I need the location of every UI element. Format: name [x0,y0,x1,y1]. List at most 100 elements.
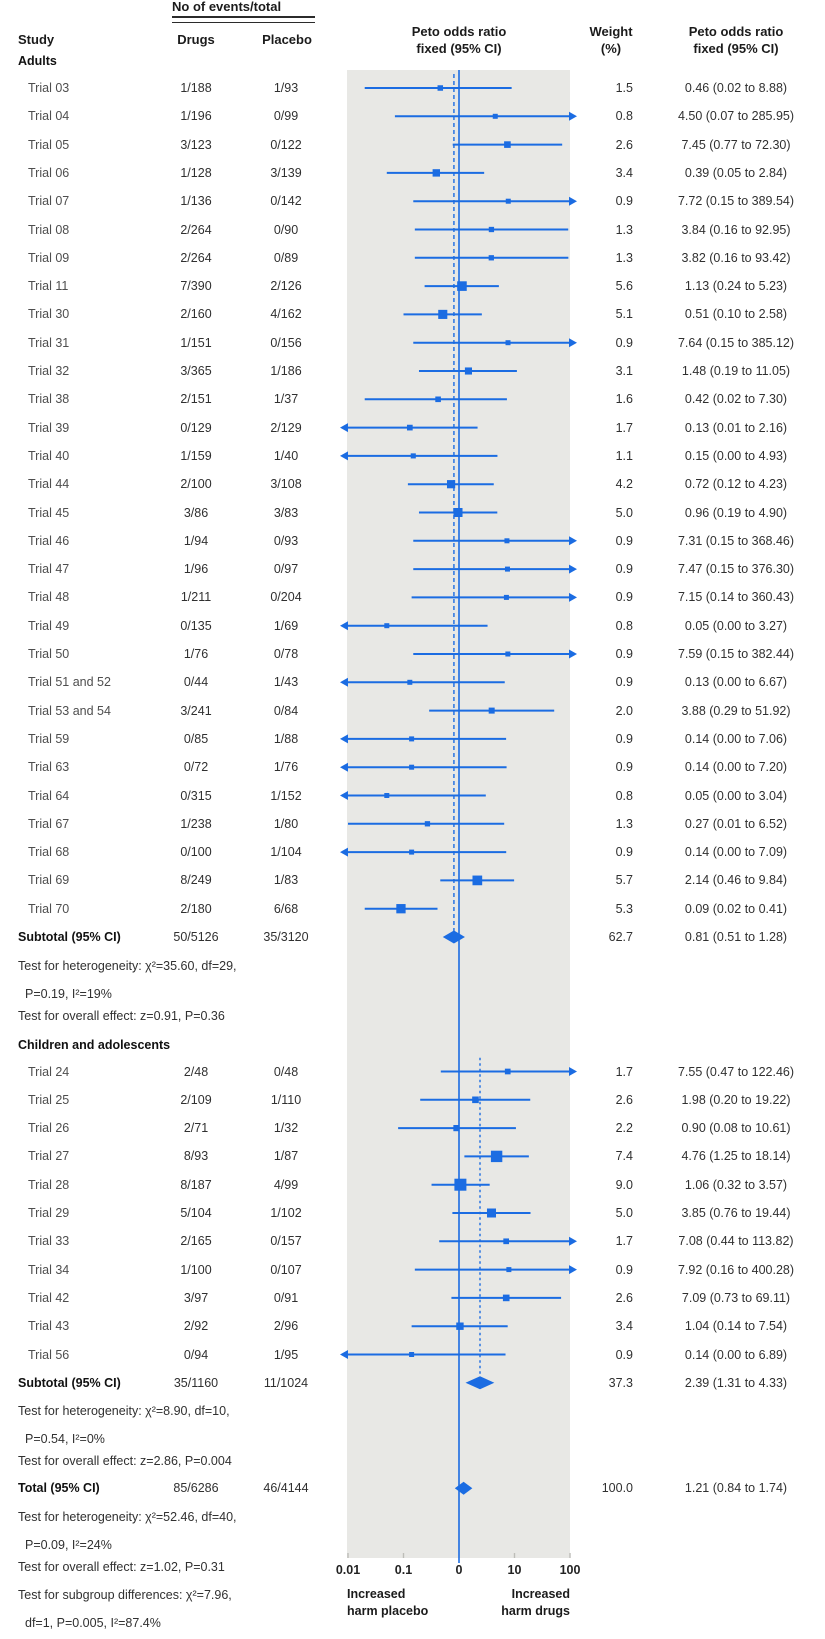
drugs-events-trial-49: 0/135 [180,618,212,633]
or-ci-text-trial-34: 7.92 (0.16 to 400.28) [677,1262,795,1277]
placebo-events-trial-28: 4/99 [273,1177,299,1192]
weight-trial-04: 0.8 [615,109,633,124]
drugs-events-trial-32: 3/365 [180,364,212,378]
weight-trial-44: 4.2 [615,477,633,492]
drugs-events-total-95-ci-: 85/6286 [173,1481,219,1496]
placebo-events-subtotal-95-ci-: 35/3120 [263,930,309,944]
weight-trial-64: 0.8 [615,788,633,803]
or-ci-text-trial-64: 0.05 (0.00 to 3.04) [684,788,788,803]
ci-arrow-right-trial-24 [569,1067,577,1076]
or-ci-text-subtotal-95-ci-: 2.39 (1.31 to 4.33) [684,1375,788,1390]
study-label-trial-43: Trial 43 [28,1319,70,1334]
ci-arrow-right-trial-33 [569,1236,577,1246]
study-label-trial-38: Trial 38 [28,392,70,407]
drugs-events-trial-51-and-52: 0/44 [183,675,209,690]
placebo-events-trial-47: 0/97 [273,562,299,577]
drugs-events-trial-45: 3/86 [183,505,209,520]
or-ci-text-trial-05: 7.45 (0.77 to 72.30) [681,137,791,152]
harm-right-line1: Increased [511,1587,570,1601]
weight-trial-51-and-52: 0.9 [615,675,633,690]
drugs-events-trial-27: 8/93 [183,1149,209,1164]
ci-arrow-right-trial-50 [569,649,577,659]
or-ci-text-trial-07: 7.72 (0.15 to 389.54) [677,194,795,209]
placebo-events-trial-32: 1/186 [270,364,302,378]
or-ci-text-trial-11: 1.13 (0.24 to 5.23) [684,279,788,294]
weight-trial-43: 3.4 [615,1319,633,1334]
study-label-trial-25: Trial 25 [28,1092,70,1107]
placebo-events-trial-42: 0/91 [273,1290,299,1305]
drugs-events-trial-30: 2/160 [180,307,212,322]
weight-trial-49: 0.8 [615,618,633,633]
weight-trial-46: 0.9 [615,533,633,548]
or-ci-text-trial-31: 7.64 (0.15 to 385.12) [677,335,795,350]
text-label-test-for-heterogeneity-35-60-df-29-: Test for heterogeneity: χ²=35.60, df=29, [18,958,237,973]
study-label-trial-30: Trial 30 [28,307,70,322]
drugs-events-trial-31: 1/151 [180,335,212,350]
double-rule [172,16,315,23]
weight-trial-28: 9.0 [615,1177,633,1192]
or-ci-text-trial-26: 0.90 (0.08 to 10.61) [681,1121,791,1136]
drugs-events-subtotal-95-ci-: 35/1160 [173,1375,219,1390]
or-ci-text-trial-43: 1.04 (0.14 to 7.54) [684,1319,788,1334]
study-label-trial-44: Trial 44 [28,477,70,492]
or-ci-text-trial-45: 0.96 (0.19 to 4.90) [684,505,788,520]
drugs-events-trial-39: 0/129 [180,420,212,435]
drugs-events-trial-50: 1/76 [183,647,209,661]
study-label-trial-64: Trial 64 [28,788,70,803]
drugs-events-subtotal-95-ci-: 50/5126 [173,930,219,944]
study-label-trial-51-and-52: Trial 51 and 52 [28,675,111,690]
drugs-events-trial-11: 7/390 [180,279,212,294]
weight-trial-53-and-54: 2.0 [615,703,633,718]
drugs-events-trial-70: 2/180 [180,901,212,916]
or-ci-text-trial-51-and-52: 0.13 (0.00 to 6.67) [684,675,788,690]
or-ci-text-trial-46: 7.31 (0.15 to 368.46) [677,533,795,548]
placebo-events-trial-59: 1/88 [273,731,299,746]
textc-label-p-0-54-i-0-: P=0.54, I²=0% [25,1432,105,1447]
weight-trial-27: 7.4 [615,1149,633,1164]
or-ci-text-trial-47: 7.47 (0.15 to 376.30) [677,562,795,577]
placebo-events-trial-08: 0/90 [273,222,299,237]
drugs-events-trial-64: 0/315 [180,788,212,803]
weight-trial-06: 3.4 [615,165,633,180]
drugs-events-trial-25: 2/109 [180,1092,212,1107]
weight-trial-08: 1.3 [615,222,633,237]
placebo-events-trial-05: 0/122 [270,137,302,152]
weight-trial-33: 1.7 [615,1234,633,1249]
drugs-events-trial-69: 8/249 [180,873,212,888]
study-label-trial-53-and-54: Trial 53 and 54 [28,703,111,718]
drugs-events-trial-46: 1/94 [183,533,209,548]
weight-trial-59: 0.9 [615,731,633,746]
study-label-trial-07: Trial 07 [28,194,70,209]
weight-subtotal-95-ci-: 62.7 [608,930,633,944]
drugs-events-trial-29: 5/104 [180,1206,212,1220]
or-ci-text-trial-24: 7.55 (0.47 to 122.46) [677,1064,795,1079]
or-ci-text-trial-56: 0.14 (0.00 to 6.89) [684,1347,788,1362]
axis-tick-label-0.01: 0.01 [335,1563,361,1577]
or-ci-text-trial-38: 0.42 (0.02 to 7.30) [684,392,788,407]
placebo-events-total-95-ci-: 46/4144 [263,1481,309,1496]
study-label-trial-29: Trial 29 [28,1206,70,1220]
plot-title-line2: fixed (95% CI) [416,41,502,56]
drugs-events-trial-42: 3/97 [183,1290,209,1305]
drugs-events-trial-08: 2/264 [180,222,212,237]
study-label-trial-28: Trial 28 [28,1177,70,1192]
drugs-events-trial-03: 1/188 [180,81,212,95]
ci-arrow-right-trial-46 [569,536,577,546]
placebo-events-trial-27: 1/87 [273,1149,299,1164]
drugs-events-trial-47: 1/96 [183,562,209,577]
weight-trial-67: 1.3 [615,816,633,831]
placebo-events-trial-70: 6/68 [273,901,299,916]
plot-band [347,70,570,1558]
drugs-events-trial-53-and-54: 3/241 [180,703,212,718]
placebo-events-trial-44: 3/108 [270,477,302,492]
study-label-trial-03: Trial 03 [28,81,70,95]
or-ci-text-trial-40: 0.15 (0.00 to 4.93) [684,448,788,463]
textc-label-p-0-09-i-24-: P=0.09, I²=24% [25,1537,112,1552]
ci-arrow-right-trial-34 [569,1265,577,1275]
drugs-events-trial-09: 2/264 [180,250,212,265]
section-header-adults: Adults [18,54,57,68]
placebo-events-trial-48: 0/204 [270,590,302,605]
placebo-events-trial-63: 1/76 [273,760,299,775]
ci-arrow-right-trial-31 [569,338,577,348]
placebo-column-header: Placebo [262,32,312,47]
